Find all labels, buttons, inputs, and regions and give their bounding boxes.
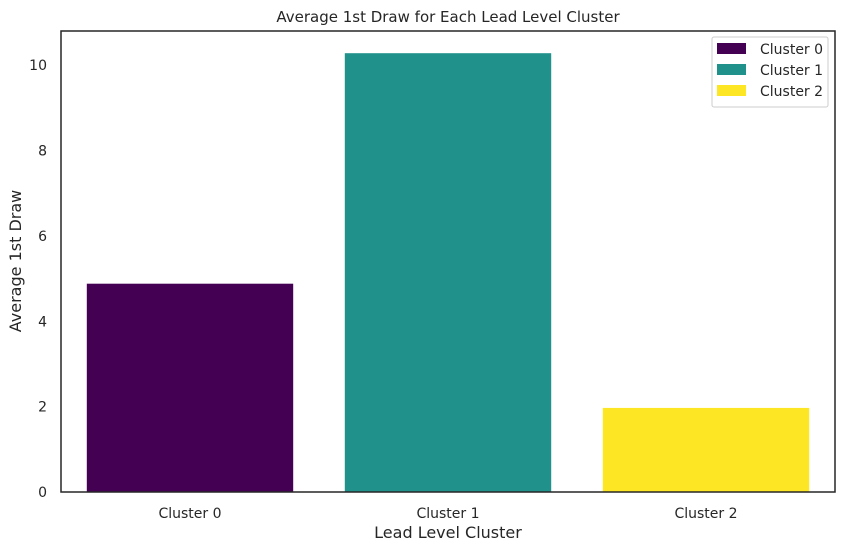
legend-label: Cluster 2: [760, 84, 823, 100]
x-ticks-group: Cluster 0 Cluster 1 Cluster 2: [158, 506, 737, 522]
plot-frame: [60, 30, 836, 493]
y-tick-label: 6: [38, 229, 47, 245]
legend-swatch: [717, 64, 746, 75]
bars-group: [86, 53, 810, 493]
legend-label: Cluster 1: [760, 63, 823, 79]
y-tick-label: 10: [29, 58, 47, 74]
y-tick-label: 2: [38, 400, 47, 416]
chart-title: Average 1st Draw for Each Lead Level Clu…: [276, 8, 620, 26]
x-tick-label: Cluster 0: [158, 506, 221, 522]
x-tick-label: Cluster 1: [416, 506, 479, 522]
bar-cluster-1: [344, 53, 552, 493]
bar-cluster-2: [602, 407, 810, 492]
y-axis-label: Average 1st Draw: [6, 190, 25, 332]
legend-swatch: [717, 43, 746, 54]
y-tick-label: 0: [38, 485, 47, 501]
legend: Cluster 0 Cluster 1 Cluster 2: [711, 36, 829, 108]
legend-label: Cluster 0: [760, 42, 823, 58]
legend-swatch: [717, 85, 746, 96]
y-ticks-group: 0 2 4 6 8 10: [29, 58, 47, 501]
y-tick-label: 8: [38, 144, 47, 160]
bar-cluster-0: [86, 283, 294, 492]
x-tick-label: Cluster 2: [674, 506, 737, 522]
y-tick-label: 4: [38, 314, 47, 330]
x-axis-label: Lead Level Cluster: [374, 523, 522, 542]
